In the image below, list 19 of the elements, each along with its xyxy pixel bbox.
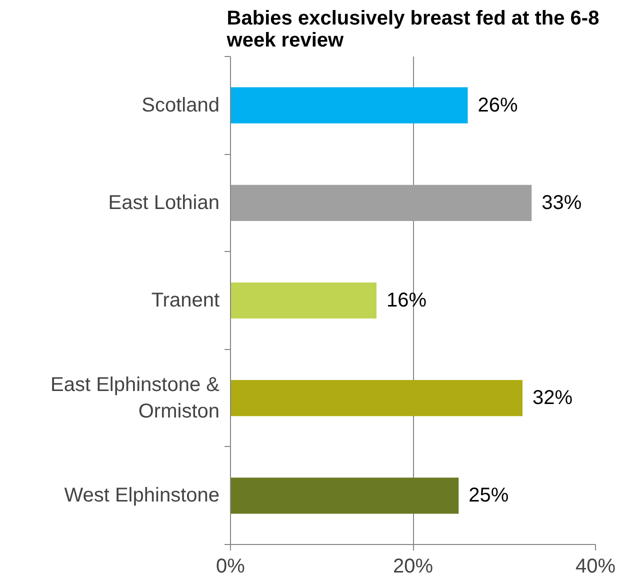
bar <box>230 380 522 416</box>
y-tick-label: Tranent <box>151 290 220 312</box>
x-tick-label: 20% <box>392 556 434 578</box>
chart-title: Babies exclusively breast fed at the 6-8 week review <box>226 8 600 52</box>
bar <box>230 282 376 319</box>
x-tick-label: 40% <box>575 556 616 578</box>
x-tick-label: 0% <box>216 556 246 578</box>
data-label: 25% <box>468 484 509 507</box>
y-tick-label: East Lothian <box>108 192 220 214</box>
data-label: 16% <box>386 290 427 312</box>
data-label: 32% <box>532 387 573 410</box>
y-tick-label: West Elphinstone <box>64 484 220 507</box>
data-label: 33% <box>542 192 582 214</box>
bar <box>230 184 532 221</box>
y-tick-label: East Elphinstone & Ormiston <box>50 374 220 422</box>
bar <box>230 478 459 514</box>
data-label: 26% <box>478 94 518 116</box>
y-tick-label: Scotland <box>142 94 220 116</box>
bar <box>230 87 468 124</box>
